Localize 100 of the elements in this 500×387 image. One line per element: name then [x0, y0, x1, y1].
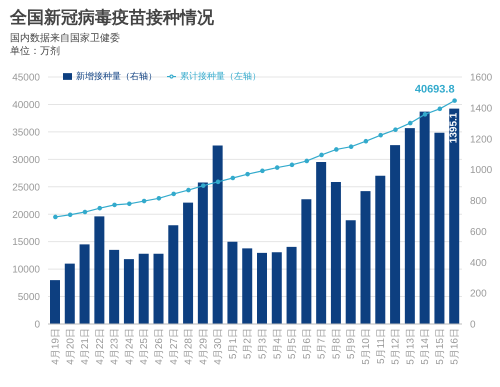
y2-tick-label: 1600	[470, 72, 493, 84]
y2-tick-label: 1400	[470, 103, 493, 114]
x-tick-label: 5月15日	[434, 328, 446, 365]
y-tick-label: 25000	[12, 182, 40, 194]
bar	[316, 162, 326, 324]
x-tick-label: 5月1日	[228, 328, 239, 360]
x-tick-label: 5月9日	[346, 328, 358, 360]
point	[97, 206, 102, 210]
bar	[360, 191, 370, 324]
point	[274, 165, 280, 170]
data-label: 40693.8	[414, 84, 455, 96]
x-tick-label: 4月25日	[139, 328, 150, 365]
x-tick-label: 4月27日	[168, 328, 180, 365]
text: 单位：万剂	[9, 45, 61, 58]
point	[334, 147, 339, 152]
bar	[257, 252, 267, 324]
point	[348, 144, 354, 150]
bar	[80, 244, 90, 324]
y2-tick-label: 1200	[470, 134, 493, 146]
y2-tick-label: 600	[470, 226, 488, 238]
y2-tick-label: 400	[470, 258, 488, 269]
bar	[168, 225, 178, 324]
bar	[330, 182, 341, 324]
y2-tick-label: 0	[470, 320, 476, 331]
bar	[390, 145, 400, 324]
bar	[242, 248, 252, 324]
legend-label: 累计接种量（左轴）	[180, 71, 261, 81]
point	[53, 214, 58, 220]
y-tick-label: 15000	[12, 237, 40, 248]
x-tick-label: 4月24日	[124, 328, 136, 365]
bar	[301, 199, 312, 324]
bar	[94, 216, 104, 324]
chart-subtitle: 国内数据来自国家卫健委	[9, 32, 121, 45]
legend-label: 新增接种量（右轴）	[76, 71, 157, 81]
point	[156, 196, 162, 201]
bar	[404, 128, 415, 324]
x-tick-label: 5月10日	[360, 328, 372, 365]
x-tick-label: 4月29日	[198, 328, 210, 365]
x-tick-label: 5月12日	[390, 328, 402, 365]
bar	[434, 132, 444, 324]
x-tick-label: 5月6日	[302, 328, 313, 360]
y2-tick-label: 1000	[470, 165, 493, 176]
point	[260, 168, 265, 174]
point	[230, 176, 236, 180]
point	[216, 180, 220, 184]
bar	[420, 112, 430, 324]
x-tick-label: 5月7日	[316, 328, 328, 360]
bar	[198, 182, 208, 324]
y2-tick-label: 800	[470, 196, 488, 208]
bar	[375, 176, 386, 324]
point	[438, 106, 442, 112]
point	[290, 162, 294, 168]
y-tick-label: 0	[34, 320, 40, 331]
x-tick-label: 4月21日	[80, 328, 92, 365]
x-tick-label: 4月23日	[110, 328, 121, 365]
point	[68, 212, 72, 218]
y-tick-label: 30000	[12, 154, 40, 166]
x-tick-label: 5月16日	[450, 328, 461, 365]
bar	[138, 254, 149, 324]
bar	[227, 242, 238, 324]
point	[127, 201, 132, 206]
point	[378, 132, 383, 138]
point	[171, 192, 176, 196]
x-tick-label: 5月4日	[272, 328, 284, 360]
x-tick-label: 4月22日	[94, 328, 106, 365]
bar	[64, 264, 75, 324]
x-tick-label: 5月14日	[420, 328, 432, 365]
bar	[109, 250, 120, 324]
point	[186, 188, 191, 192]
chart-title: 全国新冠病毒疫苗接种情况	[8, 8, 215, 28]
y2-tick-label: 200	[470, 288, 488, 300]
y-tick-label: 5000	[18, 292, 40, 304]
x-tick-label: 5月2日	[242, 328, 254, 360]
bar	[286, 246, 297, 324]
point	[304, 158, 310, 164]
point	[364, 138, 368, 144]
point	[408, 120, 413, 126]
x-tick-label: 4月20日	[65, 328, 76, 365]
x-tick-label: 5月5日	[287, 328, 298, 360]
bar	[50, 280, 60, 324]
x-tick-label: 5月11日	[376, 328, 387, 364]
bar	[346, 220, 356, 324]
y-tick-label: 35000	[12, 127, 40, 138]
x-tick-label: 5月13日	[405, 328, 416, 365]
x-tick-label: 4月28日	[184, 328, 195, 365]
point	[142, 198, 146, 204]
bar	[449, 108, 460, 324]
y-tick-label: 10000	[12, 264, 40, 276]
x-tick-label: 5月3日	[257, 328, 268, 360]
point	[452, 98, 457, 103]
bar	[272, 252, 282, 324]
bar	[183, 202, 194, 324]
x-tick-label: 5月8日	[331, 328, 342, 360]
point	[393, 127, 398, 132]
point	[200, 183, 206, 188]
point	[319, 152, 324, 158]
point	[422, 112, 428, 117]
point	[82, 210, 88, 214]
y-tick-label: 45000	[12, 72, 40, 84]
bar	[212, 146, 223, 324]
